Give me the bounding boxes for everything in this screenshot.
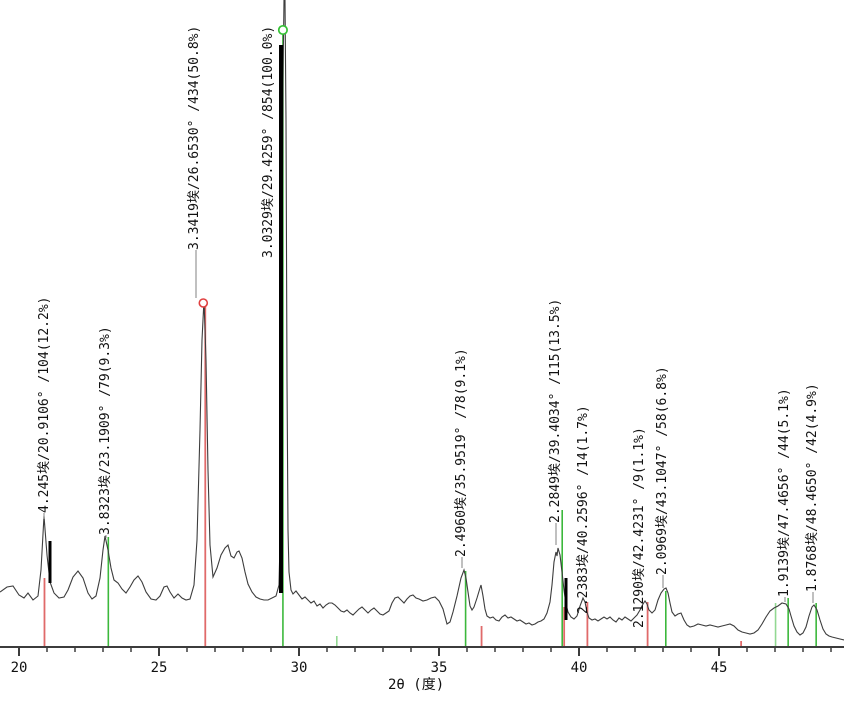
x-tick-label: 35 <box>430 660 448 676</box>
peak-label: 2.2383埃/40.2596° /14(1.7%) <box>576 405 591 614</box>
red-peak-marker-circle <box>198 298 209 308</box>
x-tick-label: 45 <box>710 660 728 676</box>
x-tick-label: 30 <box>290 660 308 676</box>
peak-label: 1.9139埃/47.4656° /44(5.1%) <box>777 388 792 597</box>
peak-label: 2.4960埃/35.9519° /78(9.1%) <box>454 348 469 557</box>
green-peak-marker-circle <box>277 24 288 36</box>
peak-label: 1.8768埃/48.4650° /42(4.9%) <box>805 383 820 592</box>
peak-label: 2.1290埃/42.4231° /9(1.1%) <box>632 427 647 628</box>
peak-label: 4.245埃/20.9106° /104(12.2%) <box>37 296 52 514</box>
diffraction-curve <box>0 0 844 641</box>
x-tick-label: 25 <box>150 660 168 676</box>
x-axis-title: 2θ (度) <box>388 677 445 693</box>
peak-label: 2.0969埃/43.1047° /58(6.8%) <box>655 366 670 575</box>
x-tick-label: 20 <box>10 660 28 676</box>
x-tick-label: 40 <box>570 660 588 676</box>
peak-label: 3.8323埃/23.1909° /79(9.3%) <box>98 326 113 535</box>
peak-label: 2.2849埃/39.4034° /115(13.5%) <box>548 298 563 523</box>
peak-label: 3.3419埃/26.6530° /434(50.8%) <box>187 25 202 250</box>
peak-label: 3.0329埃/29.4259° /854(100.0%) <box>261 25 276 258</box>
